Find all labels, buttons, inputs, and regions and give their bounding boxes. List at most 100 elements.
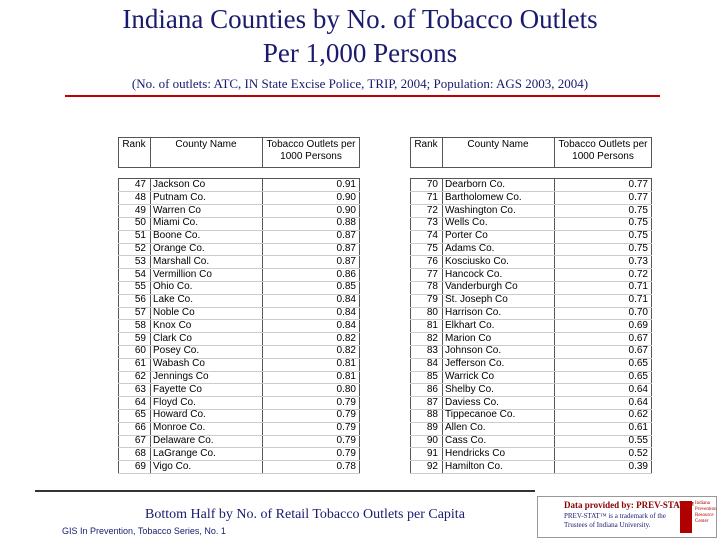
rank: 51 — [134, 230, 146, 242]
rate: 0.84 — [336, 319, 356, 331]
rate: 0.72 — [628, 268, 648, 280]
county: Tippecanoe Co. — [445, 409, 516, 421]
row-rule — [410, 229, 652, 231]
column-rule — [150, 137, 151, 168]
county: Cass Co. — [445, 435, 487, 446]
rank: 65 — [134, 409, 146, 421]
column-header: County Name — [175, 139, 237, 150]
rank: 66 — [134, 422, 146, 434]
row-rule — [118, 255, 360, 257]
rank: 88 — [426, 409, 438, 421]
county: Jennings Co — [153, 371, 209, 382]
rank: 70 — [426, 179, 438, 190]
rank: 60 — [134, 345, 146, 357]
column-header: Tobacco Outlets per 1000 Persons — [266, 139, 356, 162]
row-rule — [118, 370, 360, 372]
county: Marion Co — [445, 332, 492, 344]
county: Harrison Co. — [445, 307, 502, 318]
rate: 0.79 — [336, 409, 356, 421]
county: Wells Co. — [445, 217, 488, 229]
trademark: PREV-STAT™ is a trademark of the Trustee… — [564, 512, 666, 529]
rate: 0.88 — [336, 217, 356, 229]
rate: 0.71 — [628, 281, 648, 293]
row-rule — [118, 242, 360, 244]
rank: 69 — [134, 460, 146, 472]
row-rule — [410, 383, 652, 385]
row-rule — [118, 191, 360, 193]
rate: 0.61 — [628, 422, 648, 434]
row-rule — [410, 460, 652, 462]
rank: 67 — [134, 435, 146, 446]
county: LaGrange Co. — [153, 447, 216, 459]
row-rule — [410, 268, 652, 270]
state-icon — [680, 501, 692, 533]
rank: 52 — [134, 243, 146, 254]
rank: 84 — [426, 358, 438, 370]
county: Clark Co — [153, 332, 192, 344]
column-header: Rank — [122, 139, 146, 150]
rate: 0.70 — [628, 307, 648, 318]
row-rule — [410, 357, 652, 359]
rate: 0.52 — [628, 447, 648, 459]
rank: 56 — [134, 294, 146, 306]
rank: 64 — [134, 396, 146, 408]
county: St. Joseph Co — [445, 294, 508, 306]
row-rule — [118, 434, 360, 436]
rate: 0.84 — [336, 294, 356, 306]
rank: 85 — [426, 371, 438, 382]
county: Delaware Co. — [153, 435, 214, 446]
county: Fayette Co — [153, 383, 202, 395]
row-rule — [410, 447, 652, 449]
row-rule — [410, 191, 652, 193]
county: Shelby Co. — [445, 383, 494, 395]
county: Knox Co — [153, 319, 192, 331]
row-rule — [118, 280, 360, 282]
county: Daviess Co. — [445, 396, 499, 408]
county: Lake Co. — [153, 294, 194, 306]
column-rule — [262, 178, 263, 474]
rate: 0.86 — [336, 268, 356, 280]
county: Elkhart Co. — [445, 319, 495, 331]
rate: 0.82 — [336, 332, 356, 344]
rate: 0.75 — [628, 204, 648, 216]
logo-box: Data provided by: PREV-STAT™ PREV-STAT™ … — [537, 496, 717, 538]
row-rule — [118, 460, 360, 462]
rate: 0.64 — [628, 396, 648, 408]
rate: 0.87 — [336, 243, 356, 254]
county: Marshall Co. — [153, 255, 210, 267]
county: Bartholomew Co. — [445, 191, 522, 203]
row-rule — [118, 447, 360, 449]
rank: 63 — [134, 383, 146, 395]
row-rule — [118, 204, 360, 206]
county: Jackson Co — [153, 179, 206, 190]
rank: 83 — [426, 345, 438, 357]
rate: 0.78 — [336, 460, 356, 472]
rank: 48 — [134, 191, 146, 203]
rank: 55 — [134, 281, 146, 293]
rank: 89 — [426, 422, 438, 434]
county: Jefferson Co. — [445, 358, 505, 370]
rate: 0.64 — [628, 383, 648, 395]
row-rule — [118, 293, 360, 295]
rank: 76 — [426, 255, 438, 267]
rank: 74 — [426, 230, 438, 242]
rank: 75 — [426, 243, 438, 254]
rate: 0.79 — [336, 422, 356, 434]
county: Howard Co. — [153, 409, 206, 421]
rate: 0.85 — [336, 281, 356, 293]
county: Orange Co. — [153, 243, 205, 254]
rank: 79 — [426, 294, 438, 306]
column-rule — [554, 137, 555, 168]
row-rule — [410, 434, 652, 436]
county: Monroe Co. — [153, 422, 206, 434]
row-rule — [410, 242, 652, 244]
row-rule — [118, 383, 360, 385]
row-rule — [410, 421, 652, 423]
county: Allen Co. — [445, 422, 486, 434]
rank: 90 — [426, 435, 438, 446]
rate: 0.77 — [628, 191, 648, 203]
county: Ohio Co. — [153, 281, 193, 293]
row-rule — [118, 357, 360, 359]
rate: 0.73 — [628, 255, 648, 267]
